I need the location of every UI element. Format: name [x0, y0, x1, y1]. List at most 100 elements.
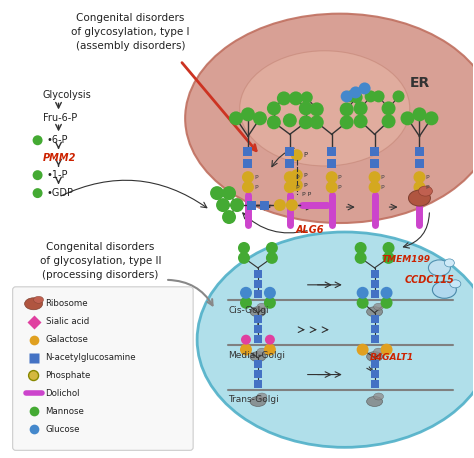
Ellipse shape [240, 51, 410, 166]
Text: Galactose: Galactose [46, 335, 89, 344]
Text: Ribosome: Ribosome [46, 299, 88, 308]
Text: P: P [254, 185, 257, 190]
Circle shape [264, 344, 276, 355]
Text: P: P [304, 173, 308, 178]
Circle shape [301, 92, 313, 104]
Circle shape [230, 198, 244, 212]
Circle shape [382, 114, 395, 128]
Ellipse shape [197, 232, 474, 447]
Circle shape [216, 198, 230, 212]
Circle shape [240, 287, 252, 299]
Ellipse shape [250, 307, 266, 317]
Bar [254, 380, 262, 387]
Circle shape [274, 199, 286, 211]
Circle shape [413, 171, 426, 183]
Text: Glycolysis: Glycolysis [43, 90, 91, 100]
Circle shape [265, 335, 275, 345]
Bar [244, 159, 253, 168]
Circle shape [326, 171, 337, 183]
Bar [254, 335, 262, 343]
Bar [244, 147, 253, 156]
Circle shape [264, 297, 276, 309]
Ellipse shape [374, 348, 383, 355]
Circle shape [383, 252, 394, 264]
Circle shape [222, 186, 236, 200]
Bar [371, 380, 379, 387]
Text: Fru-6-P: Fru-6-P [43, 113, 77, 123]
Ellipse shape [445, 259, 455, 267]
Bar [254, 315, 262, 323]
Text: P: P [304, 152, 308, 158]
Text: P: P [381, 185, 384, 190]
Circle shape [369, 171, 381, 183]
Circle shape [356, 297, 369, 309]
Circle shape [33, 135, 43, 145]
Text: Congenital disorders
of glycosylation, type II
(processing disorders): Congenital disorders of glycosylation, t… [40, 242, 161, 280]
Bar [254, 270, 262, 278]
Text: •1-P: •1-P [46, 170, 68, 180]
Bar [370, 147, 379, 156]
Circle shape [299, 101, 313, 115]
Bar [254, 290, 262, 298]
Text: CCDC115: CCDC115 [404, 275, 454, 285]
Ellipse shape [366, 307, 383, 317]
Bar [285, 147, 294, 156]
Ellipse shape [25, 298, 43, 310]
Text: TMEM199: TMEM199 [382, 255, 430, 264]
Circle shape [310, 115, 324, 129]
Bar [285, 159, 294, 168]
Circle shape [356, 287, 369, 299]
Circle shape [283, 113, 297, 127]
Ellipse shape [428, 260, 450, 276]
Ellipse shape [250, 352, 266, 362]
Circle shape [350, 87, 362, 98]
Text: P: P [426, 185, 429, 190]
Circle shape [33, 170, 43, 180]
Text: P: P [426, 174, 429, 180]
Circle shape [365, 90, 376, 103]
Circle shape [382, 101, 395, 115]
Circle shape [340, 115, 354, 129]
Ellipse shape [432, 281, 456, 298]
Circle shape [238, 242, 250, 254]
Bar [327, 147, 336, 156]
Circle shape [264, 287, 276, 299]
Bar [327, 159, 336, 168]
Text: Trans-Golgi: Trans-Golgi [228, 396, 279, 404]
Circle shape [241, 335, 251, 345]
Circle shape [413, 181, 426, 193]
Circle shape [354, 101, 368, 115]
Circle shape [286, 199, 298, 211]
Ellipse shape [366, 352, 383, 362]
Text: ALG6: ALG6 [295, 225, 324, 235]
Circle shape [238, 252, 250, 264]
Circle shape [284, 181, 296, 193]
Ellipse shape [374, 393, 383, 400]
Bar [415, 159, 424, 168]
Bar [254, 360, 262, 368]
Text: ER: ER [410, 76, 429, 90]
Circle shape [267, 101, 281, 115]
Circle shape [310, 103, 324, 116]
Bar [254, 280, 262, 288]
Circle shape [381, 344, 392, 355]
Circle shape [355, 242, 366, 254]
FancyBboxPatch shape [13, 287, 193, 450]
Bar [371, 360, 379, 368]
Ellipse shape [366, 397, 383, 406]
Bar [371, 335, 379, 343]
Bar [371, 315, 379, 323]
Circle shape [351, 92, 363, 104]
Circle shape [289, 92, 303, 105]
Ellipse shape [185, 14, 474, 223]
Text: P: P [381, 174, 384, 180]
Bar [371, 370, 379, 377]
Circle shape [401, 111, 414, 125]
Circle shape [326, 181, 337, 193]
Text: Cis-Golgi: Cis-Golgi [228, 306, 269, 315]
Text: P: P [296, 185, 300, 190]
Circle shape [383, 242, 394, 254]
Text: P: P [337, 174, 341, 180]
Ellipse shape [409, 190, 430, 206]
Ellipse shape [419, 186, 432, 196]
